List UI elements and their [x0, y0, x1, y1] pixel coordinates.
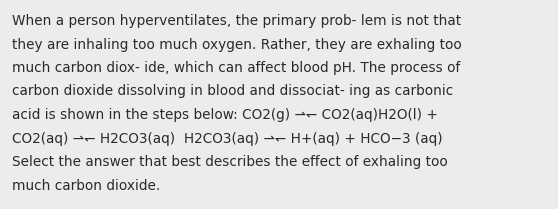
Text: CO2(aq) ⇀↽ H2CO3(aq)  H2CO3(aq) ⇀↽ H+(aq) + HCO−3 (aq): CO2(aq) ⇀↽ H2CO3(aq) H2CO3(aq) ⇀↽ H+(aq)…	[12, 131, 442, 145]
Text: Select the answer that best describes the effect of exhaling too: Select the answer that best describes th…	[12, 155, 448, 169]
Text: carbon dioxide dissolving in blood and dissociat- ing as carbonic: carbon dioxide dissolving in blood and d…	[12, 84, 453, 98]
Text: they are inhaling too much oxygen. Rather, they are exhaling too: they are inhaling too much oxygen. Rathe…	[12, 37, 462, 51]
Text: acid is shown in the steps below: CO2(g) ⇀↽ CO2(aq)H2O(l) +: acid is shown in the steps below: CO2(g)…	[12, 108, 438, 122]
Text: When a person hyperventilates, the primary prob- lem is not that: When a person hyperventilates, the prima…	[12, 14, 461, 28]
Text: much carbon dioxide.: much carbon dioxide.	[12, 178, 160, 192]
Text: much carbon diox- ide, which can affect blood pH. The process of: much carbon diox- ide, which can affect …	[12, 61, 460, 75]
